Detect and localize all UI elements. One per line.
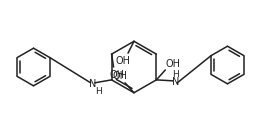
Text: OH: OH	[116, 56, 130, 66]
Text: N: N	[171, 77, 179, 87]
Text: OH: OH	[166, 59, 181, 69]
Text: H: H	[95, 87, 102, 96]
Text: OH: OH	[109, 70, 124, 80]
Text: N: N	[89, 79, 96, 89]
Text: OH: OH	[112, 71, 128, 81]
Text: H: H	[172, 70, 179, 79]
